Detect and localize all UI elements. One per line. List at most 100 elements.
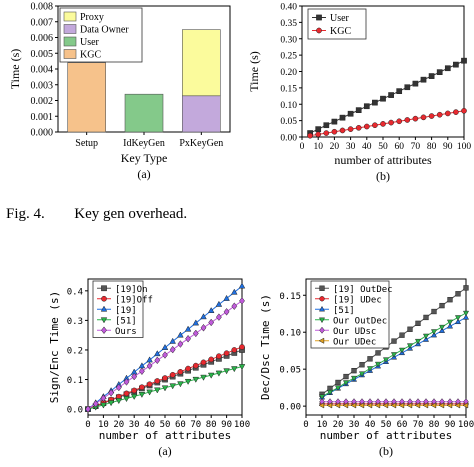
x-tick-label: 30 (346, 142, 356, 152)
bar-user (124, 93, 164, 133)
x-tick-label: 0 (300, 142, 305, 152)
data-point-our-outdec (446, 319, 454, 326)
data-point-51 (169, 383, 176, 390)
data-point-19-off (223, 350, 230, 357)
data-point-51 (223, 368, 230, 375)
legend-label: [51] (115, 316, 137, 326)
data-point-kgc (436, 111, 443, 118)
data-point-user (396, 88, 403, 95)
y-tick-label: 0.10 (280, 101, 297, 111)
panel-label: (a) (158, 444, 171, 458)
data-point-ours (200, 323, 207, 332)
legend-label: [51] (333, 306, 355, 316)
data-point-our-udec (334, 402, 341, 409)
data-point-our-udec (454, 402, 461, 409)
data-point-19-outdec (343, 373, 349, 380)
data-point-user (323, 122, 330, 129)
data-point-our-outdec (438, 324, 446, 331)
x-tick-label: 50 (378, 142, 388, 152)
x-tick-label: Setup (75, 138, 98, 149)
legend-marker (318, 337, 325, 344)
data-point-ours (215, 313, 222, 321)
data-point-kgc (461, 107, 467, 114)
data-point-user (404, 84, 411, 91)
data-point-19-outdec (359, 362, 365, 368)
data-point-our-udec (398, 402, 405, 409)
data-point-kgc (372, 122, 378, 129)
data-point-19-off (123, 390, 130, 397)
data-point-our-udec (382, 402, 389, 409)
data-point-ours (162, 351, 168, 359)
x-tick-label: 70 (411, 142, 421, 152)
data-point-19-outdec (391, 338, 397, 344)
data-point-19-off (169, 371, 176, 378)
data-point-19-off (185, 365, 191, 372)
data-point-kgc (347, 126, 354, 132)
x-axis-title: number of attributes (334, 153, 432, 167)
data-point-kgc (331, 128, 338, 135)
y-tick-label: 0.003 (31, 80, 54, 91)
data-point-ours (169, 345, 176, 354)
panel-label: (b) (379, 444, 393, 458)
data-point-19 (207, 306, 215, 313)
data-point-our-outdec (382, 357, 390, 363)
data-point-19 (223, 294, 230, 301)
x-tick-label: 20 (113, 420, 124, 430)
y-axis-title: Time (s) (247, 51, 261, 92)
x-tick-label: 100 (457, 142, 472, 152)
legend-marker (101, 326, 107, 335)
y-tick-label: 0.20 (280, 68, 297, 78)
legend-label: [19]On (115, 285, 148, 295)
y-tick-label: 0.1 (67, 376, 83, 386)
data-point-19-outdec (415, 320, 421, 326)
data-point-19-outdec (335, 379, 341, 386)
data-point-our-udec (326, 402, 333, 409)
data-point-our-udec (414, 402, 421, 409)
data-point-kgc (380, 121, 386, 127)
data-point-ours (123, 378, 130, 386)
data-point-our-outdec (430, 329, 438, 335)
legend-marker (319, 296, 325, 302)
data-point-19-off (139, 384, 145, 391)
x-tick-label: 90 (445, 420, 456, 430)
data-point-kgc (396, 118, 403, 125)
y-tick-label: 0.000 (31, 128, 54, 139)
data-point-kgc (420, 114, 427, 121)
data-point-our-udec (318, 402, 325, 409)
data-point-51 (215, 370, 223, 377)
x-tick-label: 50 (160, 420, 171, 430)
data-point-19 (192, 319, 200, 326)
y-axis-title: Time (s) (8, 49, 22, 90)
data-point-51 (192, 376, 200, 383)
data-point-19 (231, 288, 238, 295)
data-point-19-off (239, 344, 245, 350)
legend-marker (318, 317, 326, 324)
data-point-user (347, 110, 354, 117)
x-axis-title: Key Type (121, 151, 168, 165)
data-point-ours (223, 308, 230, 316)
data-point-kgc (323, 130, 330, 136)
legend-label: Ours (115, 327, 137, 337)
data-point-user (372, 99, 378, 106)
data-point-19 (238, 282, 246, 289)
data-point-19-outdec (431, 308, 437, 315)
data-point-kgc (453, 109, 459, 115)
data-point-19 (184, 325, 192, 332)
data-point-ours (100, 394, 107, 402)
data-point-51 (177, 381, 184, 388)
x-tick-label: 70 (413, 420, 424, 430)
data-point-our-udec (430, 402, 437, 409)
data-point-19 (161, 343, 169, 350)
data-point-51 (123, 396, 130, 403)
data-point-51 (231, 366, 238, 373)
legend-marker (101, 295, 107, 302)
y-tick-label: 0.15 (280, 84, 297, 94)
data-point-our-udec (350, 402, 357, 409)
y-tick-label: 0.00 (280, 134, 297, 144)
data-point-19-outdec (399, 332, 405, 338)
data-point-our-udec (462, 402, 469, 409)
sign-enc-time-chart: 0 10 20 30 40 50 60 70 80 90 100 0.0 0.1 0.2 0.3 0.4 [19… (48, 278, 250, 458)
data-point-user (436, 69, 443, 76)
x-tick-label: 60 (394, 142, 404, 152)
y-tick-label: 0.008 (31, 2, 54, 13)
